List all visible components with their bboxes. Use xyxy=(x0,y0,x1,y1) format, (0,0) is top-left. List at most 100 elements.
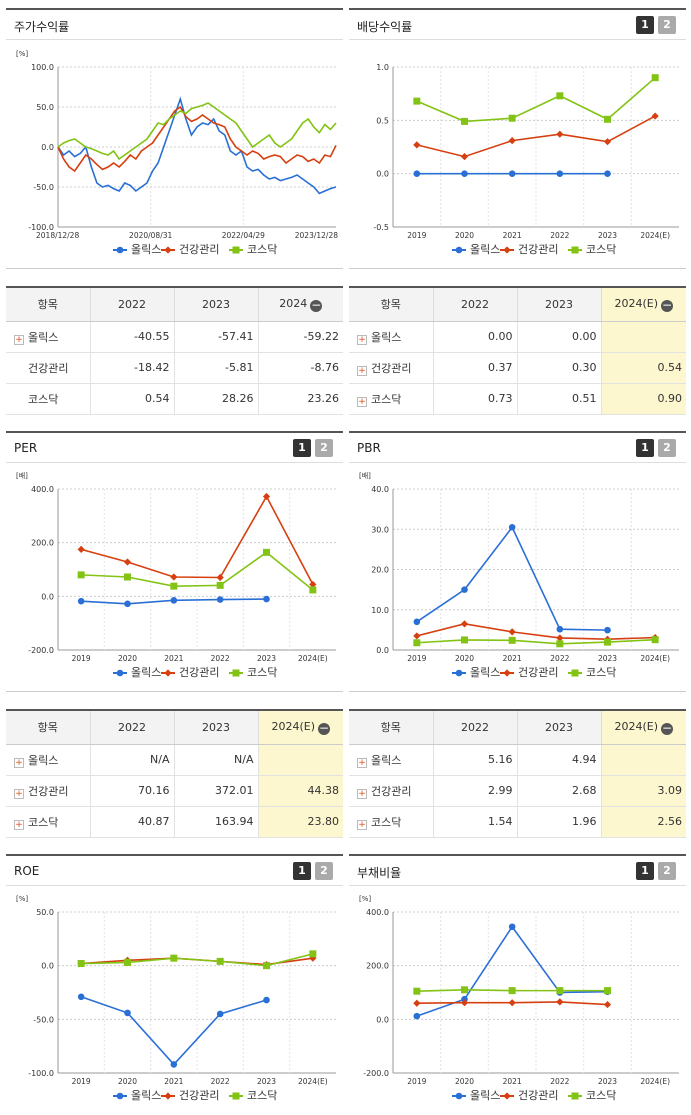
data-point xyxy=(460,153,469,161)
row-label: 코스닥 xyxy=(28,815,59,829)
data-point xyxy=(170,1061,178,1068)
column-header-label: 2023 xyxy=(202,720,230,734)
x-tick-label: 2019 xyxy=(72,1077,91,1086)
legend-item[interactable]: 건강관리 xyxy=(161,1089,219,1102)
legend-item[interactable]: 올릭스 xyxy=(113,666,161,679)
panel-header: 배당수익률 1 2 xyxy=(349,8,686,40)
panel-header: 부채비율 1 2 xyxy=(349,854,686,886)
data-point xyxy=(508,628,516,636)
page-1-button[interactable]: 1 xyxy=(636,16,654,34)
table-row: 코스닥 0.54 28.26 23.26 xyxy=(6,383,343,415)
y-tick-label: 400.0 xyxy=(366,908,389,917)
expand-icon[interactable]: + xyxy=(357,819,367,830)
x-tick-label: 2023/12/28 xyxy=(295,231,338,240)
page-2-button[interactable]: 2 xyxy=(315,862,333,880)
data-point xyxy=(170,597,178,604)
value-cell: N/A xyxy=(89,744,174,776)
page-1-button[interactable]: 1 xyxy=(293,439,311,457)
legend-item[interactable]: 건강관리 xyxy=(500,666,558,679)
row-label: 건강관리 xyxy=(28,784,69,798)
x-tick-label: 2020 xyxy=(455,231,474,240)
expand-icon[interactable]: + xyxy=(357,757,367,768)
legend-item[interactable]: 올릭스 xyxy=(452,243,500,256)
data-point xyxy=(508,999,516,1007)
expand-icon[interactable]: + xyxy=(14,819,24,830)
legend-label: 올릭스 xyxy=(131,666,161,679)
x-tick-label: 2021 xyxy=(503,231,522,240)
expand-icon[interactable]: + xyxy=(14,757,24,768)
value-cell: 163.94 xyxy=(173,806,258,838)
legend-item[interactable]: 코스닥 xyxy=(568,1089,616,1102)
expand-icon[interactable]: + xyxy=(357,365,367,376)
data-point xyxy=(461,117,468,125)
data-point xyxy=(651,74,659,82)
y-tick-label: -200.0 xyxy=(363,1069,389,1078)
legend-item[interactable]: 코스닥 xyxy=(229,243,277,256)
collapse-icon[interactable]: − xyxy=(310,297,323,312)
page-2-button[interactable]: 2 xyxy=(658,439,676,457)
collapse-icon[interactable]: − xyxy=(318,720,331,735)
page-1-button[interactable]: 1 xyxy=(293,862,311,880)
data-point xyxy=(460,620,469,628)
legend-item[interactable]: 코스닥 xyxy=(568,666,616,679)
expand-icon[interactable]: + xyxy=(14,788,24,799)
divider xyxy=(349,268,686,269)
legend-item[interactable]: 올릭스 xyxy=(452,1089,500,1102)
value-cell: 0.37 xyxy=(432,352,517,384)
legend-item[interactable]: 건강관리 xyxy=(161,243,219,256)
collapse-icon[interactable]: − xyxy=(661,720,674,735)
expand-icon[interactable]: + xyxy=(357,334,367,345)
page-1-button[interactable]: 1 xyxy=(636,862,654,880)
value-cell: 23.26 xyxy=(257,383,343,415)
y-tick-label: 0.0 xyxy=(376,1015,389,1024)
legend-item[interactable]: 올릭스 xyxy=(113,1089,161,1102)
value-cell: 1.96 xyxy=(516,806,601,838)
data-point xyxy=(556,998,564,1006)
legend-item[interactable]: 코스닥 xyxy=(229,666,277,679)
value-cell: 70.16 xyxy=(89,775,174,807)
data-point xyxy=(170,954,178,962)
page-buttons: 1 2 xyxy=(636,862,676,880)
value-cell: 5.16 xyxy=(432,744,517,776)
value-cell: -40.55 xyxy=(89,321,174,353)
page-2-button[interactable]: 2 xyxy=(658,16,676,34)
data-point xyxy=(170,573,178,581)
x-tick-label: 2021 xyxy=(164,654,183,663)
row-label-cell: + 올릭스 xyxy=(6,321,90,353)
pbr-panel: PBR 1 2 [배] 40.0 30.0 20.0 10.0 0.0 2019 2020 20… xyxy=(349,431,686,692)
collapse-icon[interactable]: − xyxy=(661,297,674,312)
divider xyxy=(349,691,686,692)
y-tick-label: 0.5 xyxy=(376,116,389,125)
value-cell: 2.68 xyxy=(516,775,601,807)
axis-unit: [%] xyxy=(16,50,28,58)
legend-item[interactable]: 건강관리 xyxy=(500,1089,558,1102)
data-point xyxy=(508,137,516,145)
data-point xyxy=(413,999,421,1007)
legend-item[interactable]: 올릭스 xyxy=(452,666,500,679)
legend-item[interactable]: 코스닥 xyxy=(568,243,616,256)
series-line-3 xyxy=(57,102,337,161)
series-line xyxy=(80,494,314,585)
data-point xyxy=(309,586,317,594)
data-point xyxy=(77,545,85,553)
legend-item[interactable]: 올릭스 xyxy=(113,243,161,256)
y-tick-label: 40.0 xyxy=(371,485,389,494)
series-1 xyxy=(77,595,270,608)
series-line-2 xyxy=(57,105,337,173)
divider xyxy=(6,691,343,692)
legend-item[interactable]: 코스닥 xyxy=(229,1089,277,1102)
expand-icon[interactable]: + xyxy=(357,396,367,407)
legend-item[interactable]: 건강관리 xyxy=(500,243,558,256)
y-tick-label: 200.0 xyxy=(366,962,389,971)
expand-icon[interactable]: + xyxy=(357,788,367,799)
dividend-panel: 배당수익률 1 2 1.0 0.5 0.0 -0.5 2019 2020 2021 2022 2… xyxy=(349,8,686,269)
expand-icon[interactable]: + xyxy=(14,334,24,345)
page-1-button[interactable]: 1 xyxy=(636,439,654,457)
data-point xyxy=(413,170,421,177)
legend-item[interactable]: 건강관리 xyxy=(161,666,219,679)
page-2-button[interactable]: 2 xyxy=(315,439,333,457)
y-tick-label: 0.0 xyxy=(41,962,54,971)
page-2-button[interactable]: 2 xyxy=(658,862,676,880)
data-point xyxy=(508,114,516,122)
data-point xyxy=(164,669,172,677)
